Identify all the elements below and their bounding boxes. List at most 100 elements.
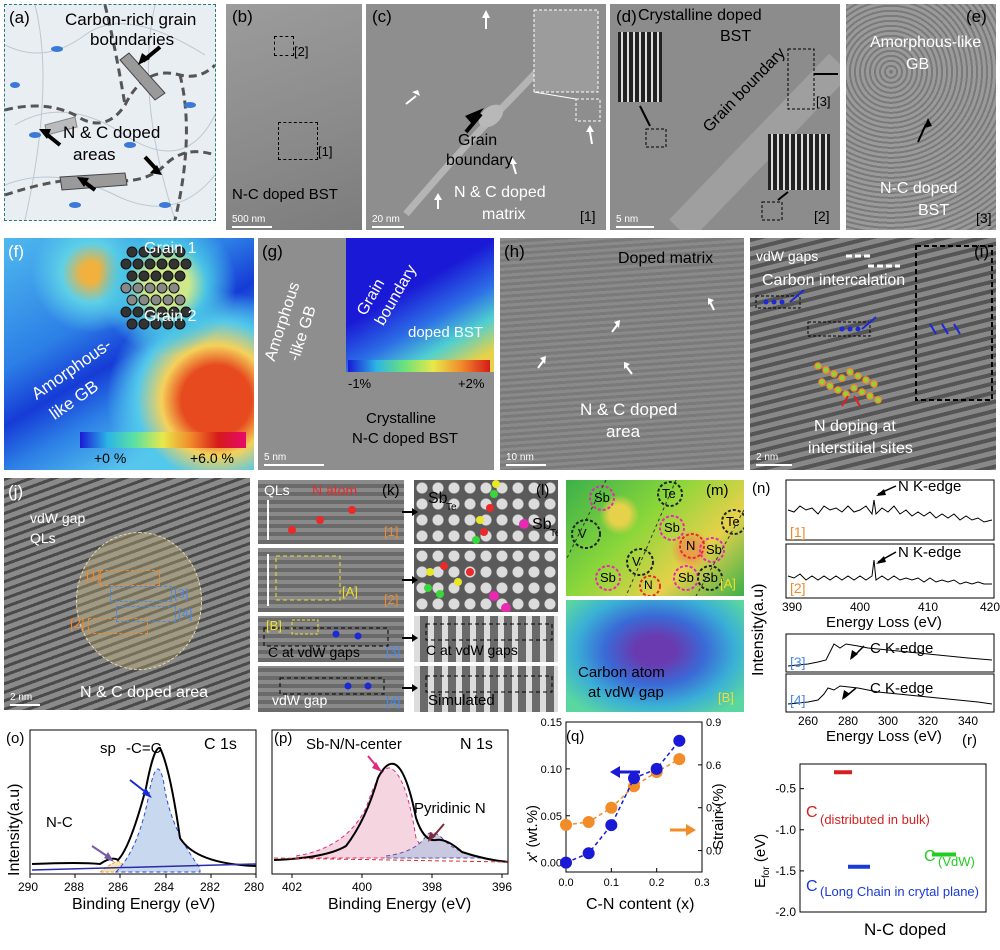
panel-l4: Simulated bbox=[414, 666, 558, 712]
panel-o-xt1: 288 bbox=[64, 880, 85, 894]
panel-r-ylabel-e: E bbox=[752, 877, 769, 888]
panel-l-te1: Te bbox=[446, 502, 457, 513]
panel-k4: vdW gap [4] bbox=[258, 666, 404, 712]
r-ytick-label: -1.0 bbox=[775, 823, 796, 837]
panel-k-t4: [4] bbox=[386, 694, 401, 709]
panel-i-tem: (i) vdW gaps Carbon intercalation N dopi… bbox=[750, 238, 996, 470]
panel-d-t2: BST bbox=[720, 28, 752, 45]
panel-a-text-areas: areas bbox=[73, 145, 116, 164]
panel-o-sp: sp bbox=[100, 740, 116, 757]
panel-b-caption: N-C doped BST bbox=[232, 186, 338, 203]
panel-n-nk2: N K-edge bbox=[898, 544, 962, 561]
panel-a-label: (a) bbox=[9, 8, 30, 27]
panel-e-tem: (e) Amorphous-like GB N-C doped BST [3] bbox=[846, 4, 996, 230]
panel-p-sbn: Sb-N/N-center bbox=[306, 736, 402, 753]
panel-k-cvdw: C at vdW gaps bbox=[268, 644, 360, 660]
panel-n-ck1: C K-edge bbox=[870, 640, 934, 657]
panel-i-vdw: vdW gaps bbox=[756, 248, 819, 264]
panel-c-gb1: Grain bbox=[458, 132, 498, 149]
q-strain-point bbox=[605, 801, 618, 814]
panel-m-atom-8: N bbox=[644, 578, 653, 592]
panel-p-xt2: 398 bbox=[422, 880, 443, 894]
panel-r-c2: C bbox=[924, 848, 936, 865]
q-ytick-right-label: 0.9 bbox=[706, 717, 721, 729]
panel-f-strainmap: (f) Grain 1 Grain 2 Amorphous- like GB +… bbox=[4, 238, 254, 470]
q-strain-point bbox=[560, 818, 572, 831]
panel-o-xlabel: Binding Energy (eV) bbox=[72, 896, 216, 913]
q-ytick-right-label: 0.3 bbox=[706, 803, 721, 815]
panel-p-xlabel: Binding Energy (eV) bbox=[328, 896, 472, 913]
panel-l2 bbox=[414, 548, 558, 612]
panel-m-b: [B] bbox=[718, 690, 734, 705]
panel-g-cr2: N-C doped BST bbox=[352, 430, 458, 447]
q-xtick-label: 0.1 bbox=[604, 877, 619, 889]
q-strain-line bbox=[565, 758, 680, 826]
panel-c-scalebar bbox=[372, 226, 404, 228]
q-content-point bbox=[650, 762, 663, 775]
panel-c-scale: 20 nm bbox=[372, 214, 400, 225]
panel-l-cvdw: C at vdW gaps bbox=[426, 642, 518, 658]
q-ytick-left-label: 0.00 bbox=[541, 858, 562, 870]
panel-o-sp2: -C=C bbox=[126, 740, 162, 757]
panel-l-label: (l) bbox=[536, 482, 550, 499]
panel-i-scalebar bbox=[756, 464, 792, 466]
panel-j-qls: QLs bbox=[30, 530, 56, 546]
panel-k-t3: [3] bbox=[386, 644, 401, 659]
q-xtick-label: 0.0 bbox=[558, 877, 573, 889]
panel-k2: [A] [2] bbox=[258, 548, 404, 612]
panel-m1: (m) Sb Te Sb Te Sb N Sb Sb N Sb V V [A] bbox=[566, 480, 744, 596]
panel-l3: C at vdW gaps bbox=[414, 616, 558, 662]
q-ytick-left-label: 0.15 bbox=[541, 717, 562, 729]
panel-b-box1-label: [1] bbox=[318, 144, 333, 159]
panel-c-m1: N & C doped bbox=[454, 184, 546, 201]
panel-m-atom-5: N bbox=[686, 538, 696, 553]
panel-j-scale: 2 nm bbox=[10, 692, 33, 703]
panel-m2: Carbon atom at vdW gap [B] bbox=[566, 600, 744, 712]
panel-r-chain: (Long Chain in crytal plane) bbox=[820, 884, 979, 899]
panel-j-b4: [4] bbox=[178, 606, 193, 621]
panel-n-xb1: 280 bbox=[838, 714, 859, 728]
panel-h-scalebar bbox=[506, 464, 546, 466]
panel-i-label: (i) bbox=[974, 242, 990, 261]
q-content-line bbox=[565, 740, 680, 864]
panel-j-box2 bbox=[88, 618, 148, 634]
panel-d-label: (d) bbox=[616, 7, 637, 26]
q-strain-point bbox=[673, 753, 686, 766]
panel-n-t2: [2] bbox=[790, 580, 806, 596]
panel-p-xt1: 400 bbox=[352, 880, 373, 894]
panel-m-atom-3: Te bbox=[726, 514, 740, 529]
panel-b-scale: 500 nm bbox=[232, 214, 266, 225]
q-ytick-left-label: 0.05 bbox=[541, 811, 562, 823]
panel-n-xt1: 400 bbox=[850, 600, 871, 614]
panel-d-scalebar bbox=[616, 226, 654, 228]
panel-p-xps bbox=[271, 729, 509, 878]
panel-r-vdw: (VdW) bbox=[938, 854, 975, 869]
q-content-point bbox=[582, 847, 595, 860]
r-ytick-label: -0.5 bbox=[775, 782, 796, 796]
panel-q-ylabel-right: Strain (%) bbox=[710, 783, 727, 850]
q-xtick-label: 0.2 bbox=[649, 877, 664, 889]
panel-n-t1: [1] bbox=[790, 524, 806, 540]
panel-a-text-grain: Carbon-rich grain bbox=[65, 10, 197, 29]
panel-g-strain-inset bbox=[346, 238, 494, 372]
panel-h-t3: area bbox=[606, 422, 641, 441]
panel-p-xt0: 402 bbox=[282, 880, 303, 894]
panel-p-pyr: Pyridinic N bbox=[414, 800, 486, 817]
panel-b-box2 bbox=[274, 36, 294, 56]
panel-l-sb2: Sb bbox=[532, 516, 552, 533]
q-content-point bbox=[628, 772, 640, 785]
panel-f-cmin: +0 % bbox=[94, 450, 127, 466]
panel-q-ylabel-left: (wt.%) bbox=[524, 804, 541, 848]
panel-e-t4: BST bbox=[918, 202, 950, 219]
panel-i-n2: interstitial sites bbox=[808, 440, 913, 457]
panel-b-box2-label: [2] bbox=[294, 44, 309, 59]
q-arrow-left-head bbox=[610, 766, 620, 778]
panel-f-grain1: Grain 1 bbox=[144, 240, 197, 257]
panel-g-cr1: Crystalline bbox=[366, 410, 437, 427]
panel-m-atom-9: Sb bbox=[702, 570, 718, 585]
panel-o-xt3: 284 bbox=[154, 880, 175, 894]
panel-j-b1: [1] bbox=[86, 568, 101, 583]
panel-g-cmax: +2% bbox=[458, 376, 485, 391]
panel-g-tem: (g) Amorphous -like GB Grain boundary do… bbox=[258, 238, 494, 470]
panel-o-xt4: 282 bbox=[200, 880, 221, 894]
